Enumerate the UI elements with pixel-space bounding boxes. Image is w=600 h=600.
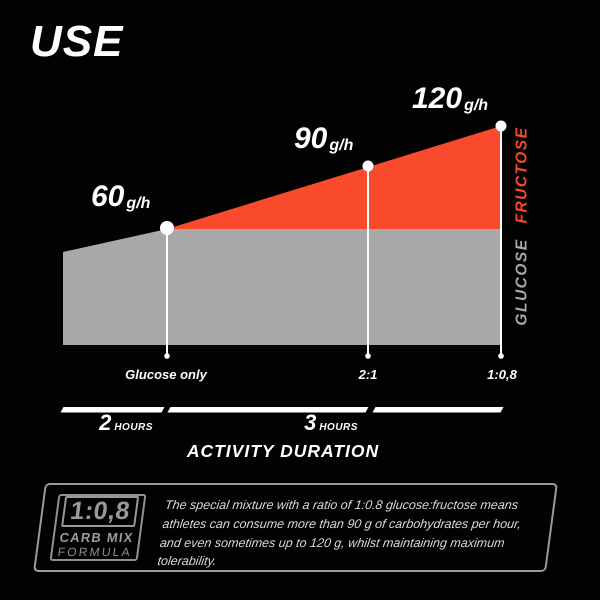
value-label-120: 120 g/h xyxy=(412,82,488,115)
formula-badge: 1:0,8 CARB MIX FORMULA xyxy=(49,494,147,561)
duration-bars xyxy=(60,407,504,413)
activity-duration-label: ACTIVITY DURATION xyxy=(186,441,379,461)
page-title: USE xyxy=(30,17,124,66)
badge-ratio-label: 1:0,8 xyxy=(61,495,140,528)
ratio-label-2-1: 2:1 xyxy=(358,367,378,382)
marker-dot-120 xyxy=(495,120,507,132)
value-label-60: 60 g/h xyxy=(91,180,151,213)
value-label-90: 90 g/h xyxy=(294,122,354,155)
formula-box: 1:0,8 CARB MIX FORMULA The special mixtu… xyxy=(33,483,558,572)
badge-carb-mix-label: CARB MIX xyxy=(58,530,135,546)
duration-bar-2 xyxy=(167,407,369,413)
duration-bar-3 xyxy=(372,407,504,413)
tick-dot-120 xyxy=(498,353,504,359)
glucose-series-label: GLUCOSE xyxy=(514,238,531,325)
marker-dot-90 xyxy=(362,160,374,172)
formula-description: The special mixture with a ratio of 1:0.… xyxy=(156,498,523,569)
badge-formula-label: FORMULA xyxy=(56,545,133,560)
duration-label-3-hours: 3 HOURS xyxy=(304,410,358,435)
marker-dots xyxy=(160,120,507,359)
ratio-label-glucose-only: Glucose only xyxy=(125,367,207,382)
tick-dot-60 xyxy=(164,353,170,359)
glucose-area xyxy=(63,229,501,345)
fructose-series-label: FRUCTOSE xyxy=(514,127,531,224)
marker-lines xyxy=(166,126,502,356)
duration-bar-1 xyxy=(60,407,165,413)
duration-label-2-hours: 2 HOURS xyxy=(98,410,153,435)
ratio-label-1-0-8: 1:0,8 xyxy=(487,367,517,382)
fructose-area xyxy=(167,126,501,229)
tick-dot-90 xyxy=(365,353,371,359)
marker-dot-60 xyxy=(160,221,174,235)
